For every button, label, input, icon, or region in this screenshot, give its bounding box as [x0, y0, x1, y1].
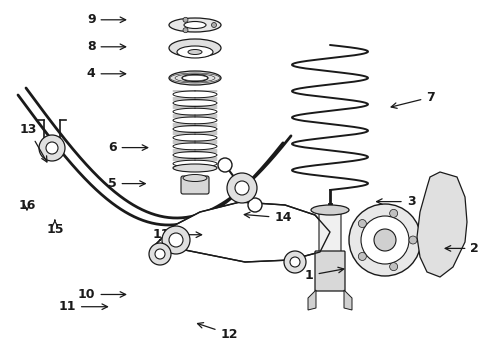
Circle shape: [212, 23, 217, 27]
Text: 11: 11: [153, 228, 201, 241]
Circle shape: [374, 229, 396, 251]
Text: 12: 12: [197, 323, 238, 341]
Circle shape: [358, 220, 367, 228]
Text: 15: 15: [46, 220, 64, 236]
FancyBboxPatch shape: [315, 251, 345, 291]
Circle shape: [227, 173, 257, 203]
Circle shape: [183, 28, 188, 33]
Circle shape: [349, 204, 421, 276]
Polygon shape: [308, 290, 316, 310]
Circle shape: [390, 263, 398, 271]
FancyBboxPatch shape: [319, 209, 341, 253]
Circle shape: [155, 249, 165, 259]
Text: 4: 4: [87, 67, 125, 80]
Text: 13: 13: [20, 123, 47, 162]
Text: 9: 9: [87, 13, 125, 26]
Ellipse shape: [173, 164, 217, 172]
Ellipse shape: [182, 75, 208, 81]
Circle shape: [290, 257, 300, 267]
Circle shape: [46, 142, 58, 154]
Ellipse shape: [183, 175, 207, 181]
Ellipse shape: [184, 22, 206, 28]
Text: 10: 10: [78, 288, 125, 301]
Circle shape: [149, 243, 171, 265]
Circle shape: [218, 158, 232, 172]
Text: 6: 6: [108, 141, 147, 154]
Circle shape: [183, 17, 188, 22]
Polygon shape: [417, 172, 467, 277]
Circle shape: [235, 181, 249, 195]
Text: 3: 3: [377, 195, 416, 208]
Circle shape: [358, 252, 367, 260]
FancyBboxPatch shape: [181, 176, 209, 194]
Circle shape: [162, 226, 190, 254]
Text: 14: 14: [244, 211, 292, 224]
Circle shape: [169, 233, 183, 247]
Text: 11: 11: [58, 300, 107, 313]
Ellipse shape: [169, 71, 221, 85]
Ellipse shape: [188, 50, 202, 54]
Polygon shape: [155, 202, 330, 262]
Circle shape: [284, 251, 306, 273]
Ellipse shape: [177, 46, 213, 58]
Text: 7: 7: [391, 91, 435, 108]
Text: 8: 8: [87, 40, 125, 53]
Text: 1: 1: [305, 267, 344, 282]
Circle shape: [361, 216, 409, 264]
Ellipse shape: [169, 39, 221, 57]
Circle shape: [409, 236, 417, 244]
Text: 2: 2: [445, 242, 479, 255]
Ellipse shape: [169, 18, 221, 32]
Circle shape: [39, 135, 65, 161]
Circle shape: [248, 198, 262, 212]
Circle shape: [390, 210, 398, 217]
Ellipse shape: [311, 205, 349, 215]
Text: 16: 16: [18, 199, 36, 212]
Text: 5: 5: [108, 177, 145, 190]
Polygon shape: [344, 290, 352, 310]
